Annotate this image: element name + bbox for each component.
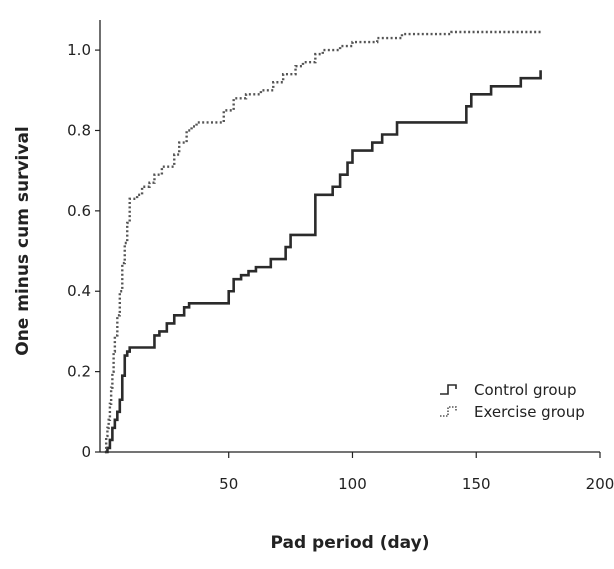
y-tick-label: 0.8 bbox=[67, 121, 91, 139]
y-ticks: 0 0.2 0.4 0.6 0.8 1.0 bbox=[67, 41, 100, 461]
x-ticks: 50 100 150 200 bbox=[219, 452, 614, 493]
x-tick-label: 200 bbox=[586, 475, 614, 493]
series-line-control bbox=[104, 70, 542, 454]
y-tick-label: 0 bbox=[81, 443, 91, 461]
x-axis-title: Pad period (day) bbox=[271, 533, 430, 553]
legend: Control group Exercise group bbox=[440, 381, 585, 421]
y-tick-label: 0.4 bbox=[67, 282, 91, 300]
x-tick-label: 150 bbox=[462, 475, 491, 493]
legend-symbol bbox=[440, 406, 457, 417]
series-line-exercise bbox=[104, 30, 542, 454]
y-tick-label: 0.2 bbox=[67, 363, 91, 381]
plot-lines bbox=[104, 30, 542, 454]
y-tick-label: 0.6 bbox=[67, 202, 91, 220]
x-tick-label: 100 bbox=[338, 475, 367, 493]
legend-symbol bbox=[440, 384, 457, 395]
y-axis-title: One minus cum survival bbox=[13, 126, 33, 356]
legend-label: Exercise group bbox=[474, 403, 585, 421]
x-tick-label: 50 bbox=[219, 475, 238, 493]
legend-label: Control group bbox=[474, 381, 577, 399]
y-tick-label: 1.0 bbox=[67, 41, 91, 59]
